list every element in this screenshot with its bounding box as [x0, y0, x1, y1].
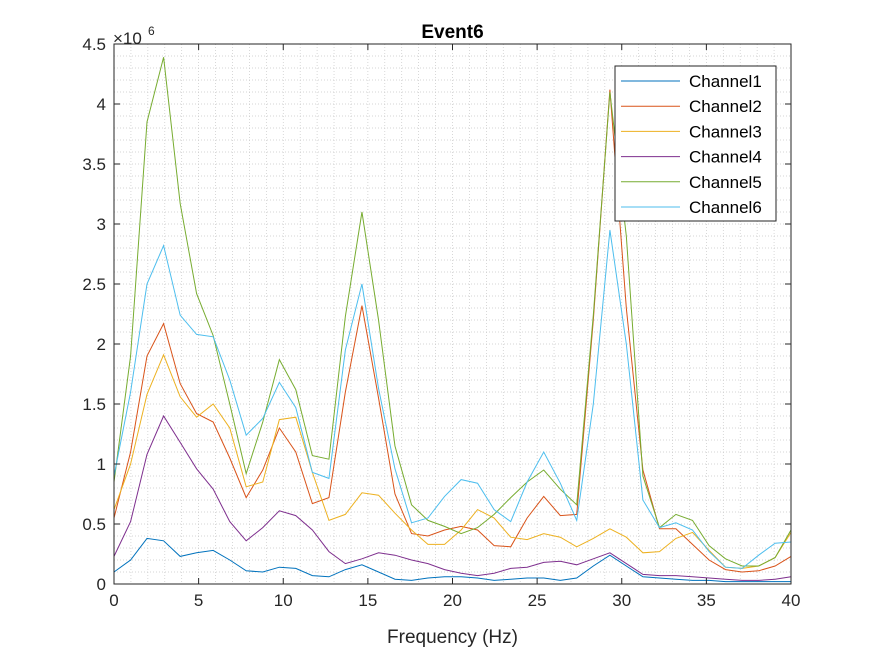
legend-label: Channel6	[689, 198, 762, 217]
series-group	[113, 57, 792, 583]
y-tick-label: 0.5	[82, 515, 106, 534]
y-tick-label: 3.5	[82, 155, 106, 174]
y-exponent-label: ×10	[113, 29, 142, 48]
x-tick-label: 15	[358, 591, 377, 610]
legend-label: Channel1	[689, 72, 762, 91]
legend-item: Channel1	[621, 72, 762, 91]
series-line-channel4	[113, 414, 792, 581]
legend-item: Channel3	[621, 122, 762, 141]
x-tick-label: 0	[109, 591, 118, 610]
legend-item: Channel5	[621, 173, 762, 192]
x-tick-labels: 0 5 10 15 20 25 30 35 40	[109, 591, 800, 610]
y-tick-label: 1	[97, 455, 106, 474]
legend-item: Channel6	[621, 198, 762, 217]
legend-label: Channel3	[689, 122, 762, 141]
series-line-channel1	[113, 537, 791, 583]
y-tick-label: 2	[97, 335, 106, 354]
legend-item: Channel2	[621, 97, 762, 116]
x-tick-label: 5	[194, 591, 203, 610]
x-tick-label: 10	[274, 591, 293, 610]
series-line-channel3	[113, 353, 792, 569]
axis-ticks	[113, 43, 792, 585]
legend-label: Channel4	[689, 148, 762, 167]
y-tick-label: 0	[97, 575, 106, 594]
y-exponent-power: 6	[148, 24, 155, 38]
y-tick-label: 4	[97, 95, 106, 114]
chart-title: Event6	[421, 22, 483, 43]
x-tick-label: 40	[782, 591, 801, 610]
x-tick-label: 25	[528, 591, 547, 610]
y-tick-label: 4.5	[82, 35, 106, 54]
series-line-channel6	[113, 229, 792, 569]
series-line-channel5	[113, 57, 792, 567]
series-line-channel2	[113, 89, 792, 573]
x-tick-label: 30	[612, 591, 631, 610]
x-tick-label: 35	[697, 591, 716, 610]
legend-box	[614, 65, 777, 222]
y-tick-label: 1.5	[82, 395, 106, 414]
legend-label: Channel2	[689, 97, 762, 116]
x-axis-label: Frequency (Hz)	[387, 627, 518, 648]
legend: Channel1 Channel2 Channel3 Channel4 Channel5…	[614, 65, 777, 222]
y-tick-label: 3	[97, 215, 106, 234]
y-tick-labels: 0 0.5 1 1.5 2 2.5 3 3.5 4 4.5	[82, 35, 106, 594]
x-tick-label: 20	[443, 591, 462, 610]
legend-label: Channel5	[689, 173, 762, 192]
legend-item: Channel4	[621, 148, 762, 167]
y-tick-label: 2.5	[82, 275, 106, 294]
